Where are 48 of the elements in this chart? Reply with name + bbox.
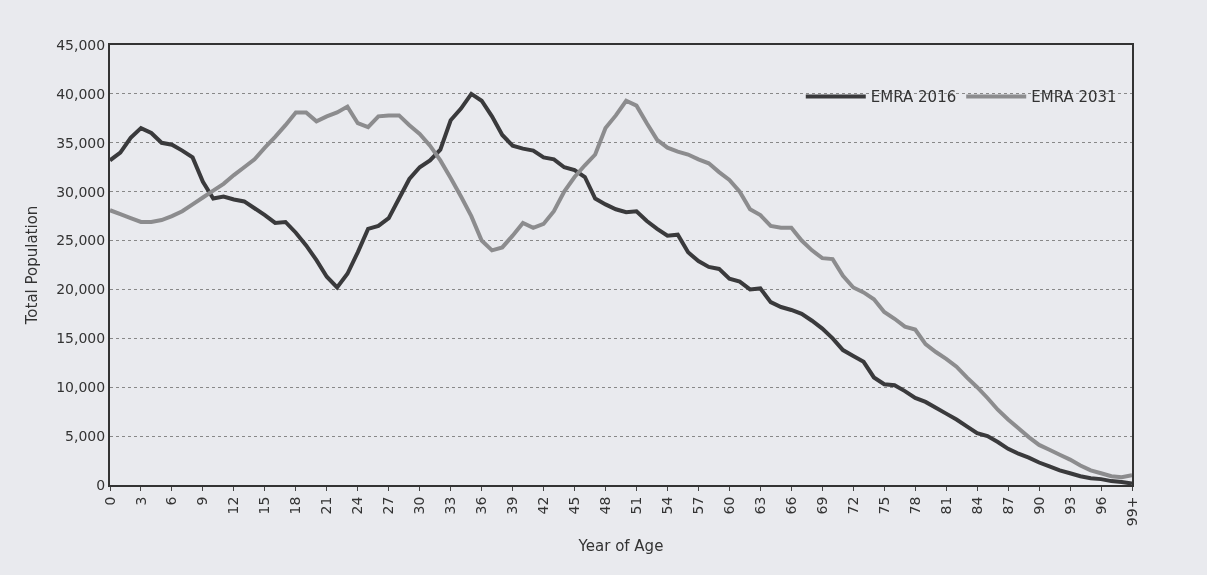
x-tick-label: 60 [720, 496, 737, 515]
y-tick-label: 0 [96, 476, 106, 493]
y-axis-title: Total Population [22, 205, 41, 326]
x-tick-label: 45 [566, 496, 583, 515]
x-tick-label: 42 [535, 496, 552, 515]
x-tick-label: 24 [349, 496, 366, 515]
x-tick-label: 48 [597, 496, 614, 515]
x-tick-label: 75 [875, 496, 892, 515]
x-tick-label: 96 [1092, 496, 1109, 515]
x-tick-label: 66 [782, 496, 799, 515]
y-tick-label: 45,000 [56, 36, 106, 53]
x-tick-label: 72 [844, 496, 861, 515]
y-tick-label: 35,000 [56, 134, 106, 151]
y-tick-label: 5,000 [65, 428, 106, 445]
legend-label: EMRA 2031 [1031, 88, 1117, 107]
x-tick-label: 36 [473, 496, 490, 515]
x-tick-label: 78 [906, 496, 923, 515]
x-tick-label: 39 [504, 496, 521, 515]
x-tick-label: 6 [163, 496, 180, 506]
x-tick-label: 30 [411, 496, 428, 515]
x-tick-label: 93 [1061, 496, 1078, 515]
x-tick-label: 15 [256, 496, 273, 515]
x-tick-label: 3 [132, 496, 149, 506]
x-tick-label: 84 [968, 496, 985, 515]
y-tick-label: 20,000 [56, 281, 106, 298]
x-tick-label: 69 [813, 496, 830, 515]
legend-label: EMRA 2016 [870, 88, 957, 107]
x-tick-label: 9 [194, 496, 211, 506]
x-tick-label: 99+ [1123, 496, 1140, 527]
x-axis-title: Year of Age [577, 536, 664, 555]
x-tick-label: 0 [101, 496, 118, 506]
y-tick-label: 10,000 [56, 379, 106, 396]
x-tick-label: 81 [937, 496, 954, 515]
x-tick-label: 87 [999, 496, 1016, 515]
y-tick-label: 40,000 [56, 85, 106, 102]
x-tick-label: 63 [751, 496, 768, 515]
x-tick-label: 33 [442, 496, 459, 515]
x-tick-label: 12 [225, 496, 242, 515]
x-tick-label: 54 [659, 496, 675, 515]
x-tick-label: 27 [380, 496, 397, 515]
x-tick-label: 18 [287, 496, 304, 515]
x-tick-label: 51 [628, 496, 645, 515]
y-tick-label: 15,000 [56, 330, 106, 347]
x-tick-label: 90 [1030, 496, 1047, 515]
y-tick-label: 25,000 [56, 232, 106, 249]
y-tick-label: 30,000 [56, 183, 106, 200]
x-tick-label: 21 [318, 496, 335, 515]
x-tick-label: 57 [689, 496, 706, 515]
